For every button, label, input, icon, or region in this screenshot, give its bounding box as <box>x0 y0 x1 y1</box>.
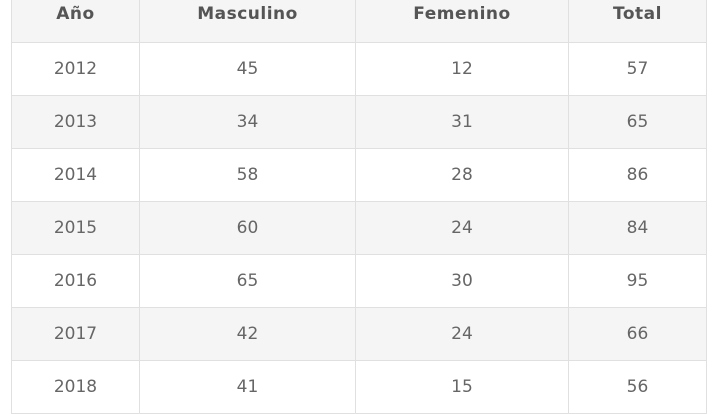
table-cell: 34 <box>139 95 356 149</box>
table-cell: 28 <box>355 148 569 202</box>
table-cell: 2016 <box>11 254 140 308</box>
table-cell: 31 <box>355 95 569 149</box>
table-cell: 15 <box>355 360 569 414</box>
table-cell: 2014 <box>11 148 140 202</box>
table-cell: 66 <box>568 307 707 361</box>
table-cell: 2012 <box>11 42 140 96</box>
table-row: 2018 41 15 56 <box>11 360 707 414</box>
header-row: Año Masculino Femenino Total <box>11 0 707 43</box>
data-table: Año Masculino Femenino Total 2012 45 12 57 2013… <box>11 0 707 414</box>
table-cell: 86 <box>568 148 707 202</box>
table-row: 2012 45 12 57 <box>11 42 707 96</box>
table-row: 2015 60 24 84 <box>11 201 707 255</box>
table-cell: 57 <box>568 42 707 96</box>
table-cell: 60 <box>139 201 356 255</box>
table-row: 2013 34 31 65 <box>11 95 707 149</box>
table-cell: 12 <box>355 42 569 96</box>
column-header: Año <box>11 0 140 43</box>
table-cell: 2018 <box>11 360 140 414</box>
table-cell: 56 <box>568 360 707 414</box>
table-cell: 2015 <box>11 201 140 255</box>
table-cell: 95 <box>568 254 707 308</box>
table-cell: 30 <box>355 254 569 308</box>
table-cell: 65 <box>139 254 356 308</box>
column-header: Femenino <box>355 0 569 43</box>
table-row: 2017 42 24 66 <box>11 307 707 361</box>
table-cell: 58 <box>139 148 356 202</box>
table-cell: 45 <box>139 42 356 96</box>
table-cell: 84 <box>568 201 707 255</box>
table-cell: 65 <box>568 95 707 149</box>
table-cell: 41 <box>139 360 356 414</box>
table-cell: 24 <box>355 201 569 255</box>
table-cell: 24 <box>355 307 569 361</box>
table-cell: 2017 <box>11 307 140 361</box>
table-row: 2016 65 30 95 <box>11 254 707 308</box>
table-cell: 2013 <box>11 95 140 149</box>
column-header: Total <box>568 0 707 43</box>
table-row: 2014 58 28 86 <box>11 148 707 202</box>
column-header: Masculino <box>139 0 356 43</box>
table-cell: 42 <box>139 307 356 361</box>
